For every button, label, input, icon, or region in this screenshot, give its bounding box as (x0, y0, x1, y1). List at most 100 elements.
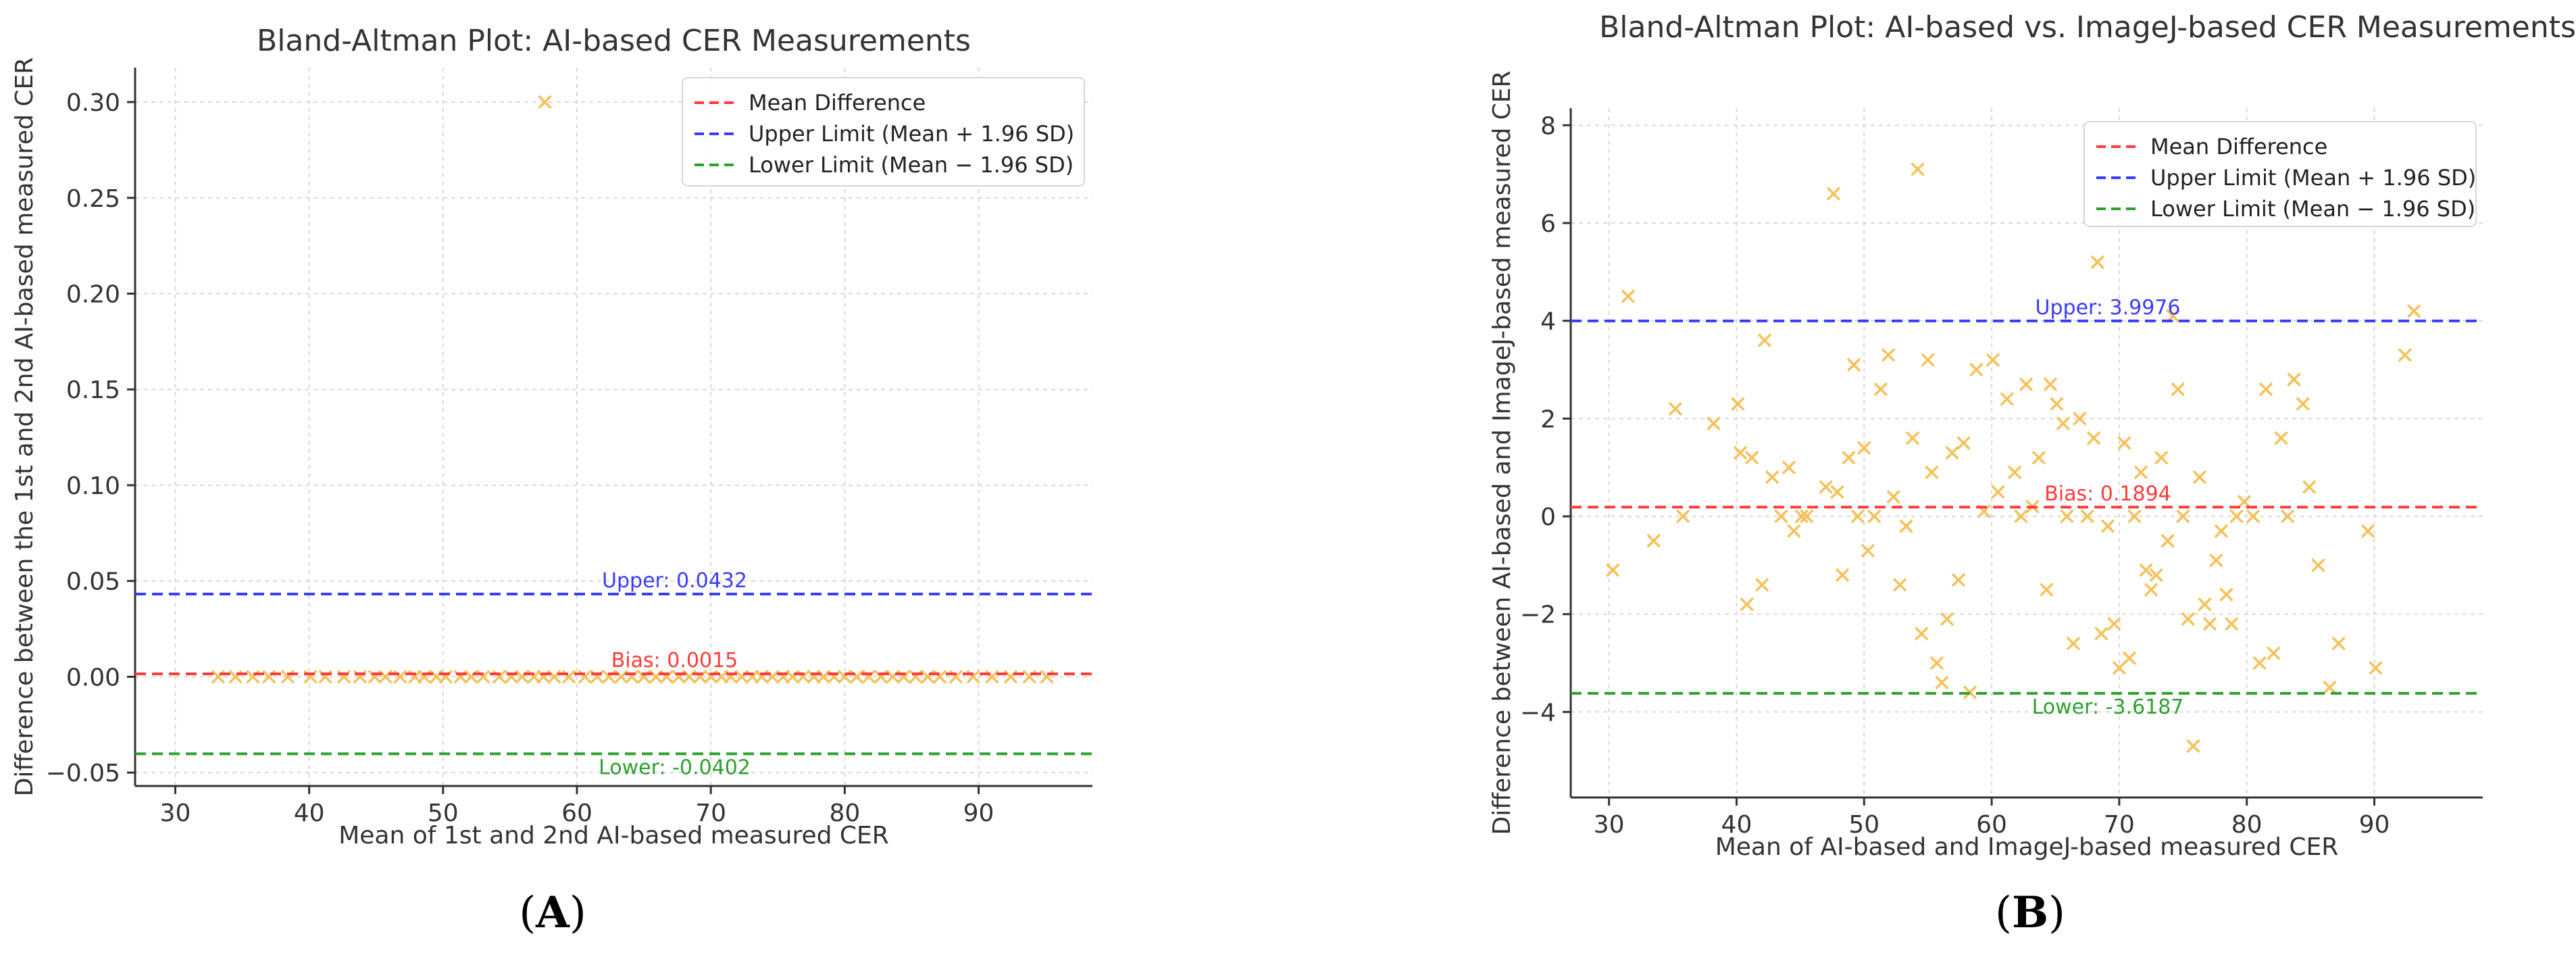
y-axis-label: Difference between the 1st and 2nd AI-ba… (11, 57, 39, 797)
legend-frame (682, 77, 1085, 187)
data-point (1861, 543, 1875, 558)
data-point (1956, 436, 1971, 450)
data-point (2252, 656, 2267, 670)
data-point (2139, 563, 2153, 577)
data-point (2094, 626, 2108, 641)
x-tick-label: 30 (1594, 811, 1625, 839)
x-tick-label: 60 (561, 800, 592, 827)
legend: Mean Difference Upper Limit (Mean + 1.96 … (2083, 121, 2477, 227)
data-point (2031, 450, 2046, 465)
data-point (2014, 509, 2028, 524)
data-point (1668, 401, 1683, 416)
data-point (2209, 553, 2223, 568)
data-point (1969, 362, 1984, 377)
data-point (2040, 583, 2054, 597)
data-point (2043, 377, 2058, 391)
x-tick-label: 60 (1976, 811, 2007, 839)
data-point (2202, 616, 2217, 631)
legend: Mean Difference Upper Limit (Mean + 1.96 … (682, 77, 1085, 187)
data-point (2198, 597, 2212, 612)
data-point (1945, 445, 1959, 460)
data-point (2056, 416, 2071, 431)
x-tick-label: 80 (2231, 811, 2263, 839)
x-tick-label: 30 (160, 800, 191, 827)
data-point (1740, 597, 1754, 612)
data-point (2122, 651, 2137, 666)
data-point (1873, 382, 1888, 397)
chart-title: Bland-Altman Plot: AI-based CER Measurem… (257, 24, 971, 58)
y-tick-label: 6 (1540, 210, 1556, 238)
data-point (2176, 509, 2190, 524)
data-point (2369, 661, 2383, 675)
data-point (1842, 450, 1856, 465)
data-point (1787, 524, 1801, 538)
data-point (2144, 583, 2158, 597)
data-point (2107, 616, 2121, 631)
data-point (2274, 431, 2288, 445)
mean-line-label: Bias: 0.0015 (611, 649, 738, 672)
data-point (2007, 465, 2022, 480)
data-point (2280, 509, 2295, 524)
data-point (1857, 441, 1871, 456)
y-tick-label: −0.05 (46, 760, 120, 787)
legend-entry-lower: Lower Limit (Mean − 1.96 SD) (749, 152, 1074, 178)
panel-label: (B) (1995, 887, 2065, 938)
data-point (1886, 489, 1900, 504)
data-point (1675, 509, 1690, 524)
y-tick-label: 0.10 (66, 472, 120, 500)
legend-entry-upper: Upper Limit (Mean + 1.96 SD) (2150, 165, 2476, 191)
y-tick-label: 0.30 (66, 89, 120, 117)
data-point (2214, 524, 2229, 538)
x-axis-label: Mean of AI-based and ImageJ-based measur… (1715, 833, 2339, 861)
x-tick-label: 40 (1721, 811, 1752, 839)
data-point (2117, 436, 2131, 450)
data-point (2154, 450, 2169, 465)
chart-title: Bland-Altman Plot: AI-based vs. ImageJ-b… (1599, 10, 2576, 45)
data-point (1757, 333, 1772, 347)
y-tick-label: 0.00 (66, 664, 120, 691)
data-point (1794, 509, 1809, 524)
data-point (2181, 612, 2196, 626)
grid (135, 68, 1092, 786)
data-point (1881, 348, 1896, 362)
data-point (464, 670, 478, 684)
x-tick-label: 70 (2104, 811, 2135, 839)
data-point (1621, 289, 1636, 303)
data-point (2331, 636, 2346, 651)
mean-line-label: Bias: 0.1894 (2044, 482, 2171, 506)
x-tick-label: 70 (695, 800, 726, 827)
data-point (2133, 465, 2148, 480)
data-point (1646, 533, 1661, 548)
data-point (2229, 509, 2244, 524)
data-point (932, 670, 947, 684)
data-point (1819, 480, 1833, 494)
y-tick-label: 0.25 (66, 185, 120, 213)
data-point (1929, 656, 1944, 670)
data-point (1835, 568, 1850, 583)
data-point (2267, 646, 2281, 660)
data-point (2302, 480, 2317, 494)
legend-entry-mean: Mean Difference (749, 90, 926, 116)
data-point (1731, 397, 1745, 411)
data-point (796, 670, 811, 684)
data-point (827, 670, 841, 684)
data-point (1986, 353, 2000, 367)
data-point (2161, 533, 2175, 548)
legend-entry-lower: Lower Limit (Mean − 1.96 SD) (2150, 196, 2475, 222)
y-tick-label: 2 (1540, 405, 1556, 433)
x-tick-label: 90 (963, 800, 994, 827)
data-point (2287, 372, 2301, 387)
data-point (2186, 739, 2200, 754)
data-point (2127, 509, 2142, 524)
x-tick-label: 50 (1848, 811, 1879, 839)
y-tick-label: 0.05 (66, 568, 120, 596)
x-axis-label: Mean of 1st and 2nd AI-based measured CE… (338, 822, 889, 850)
y-tick-label: 4 (1540, 308, 1556, 336)
data-point (1826, 187, 1841, 201)
data-point (1892, 578, 1907, 592)
data-point (2192, 470, 2207, 485)
data-point (318, 670, 332, 684)
chart-panel-b: 30 40 50 60 70 80 90 −4 −2 0 2 4 6 8 Bias: 0.1894 Upper… (1488, 10, 2576, 938)
data-point (1991, 485, 2005, 499)
data-point (1733, 445, 1748, 460)
